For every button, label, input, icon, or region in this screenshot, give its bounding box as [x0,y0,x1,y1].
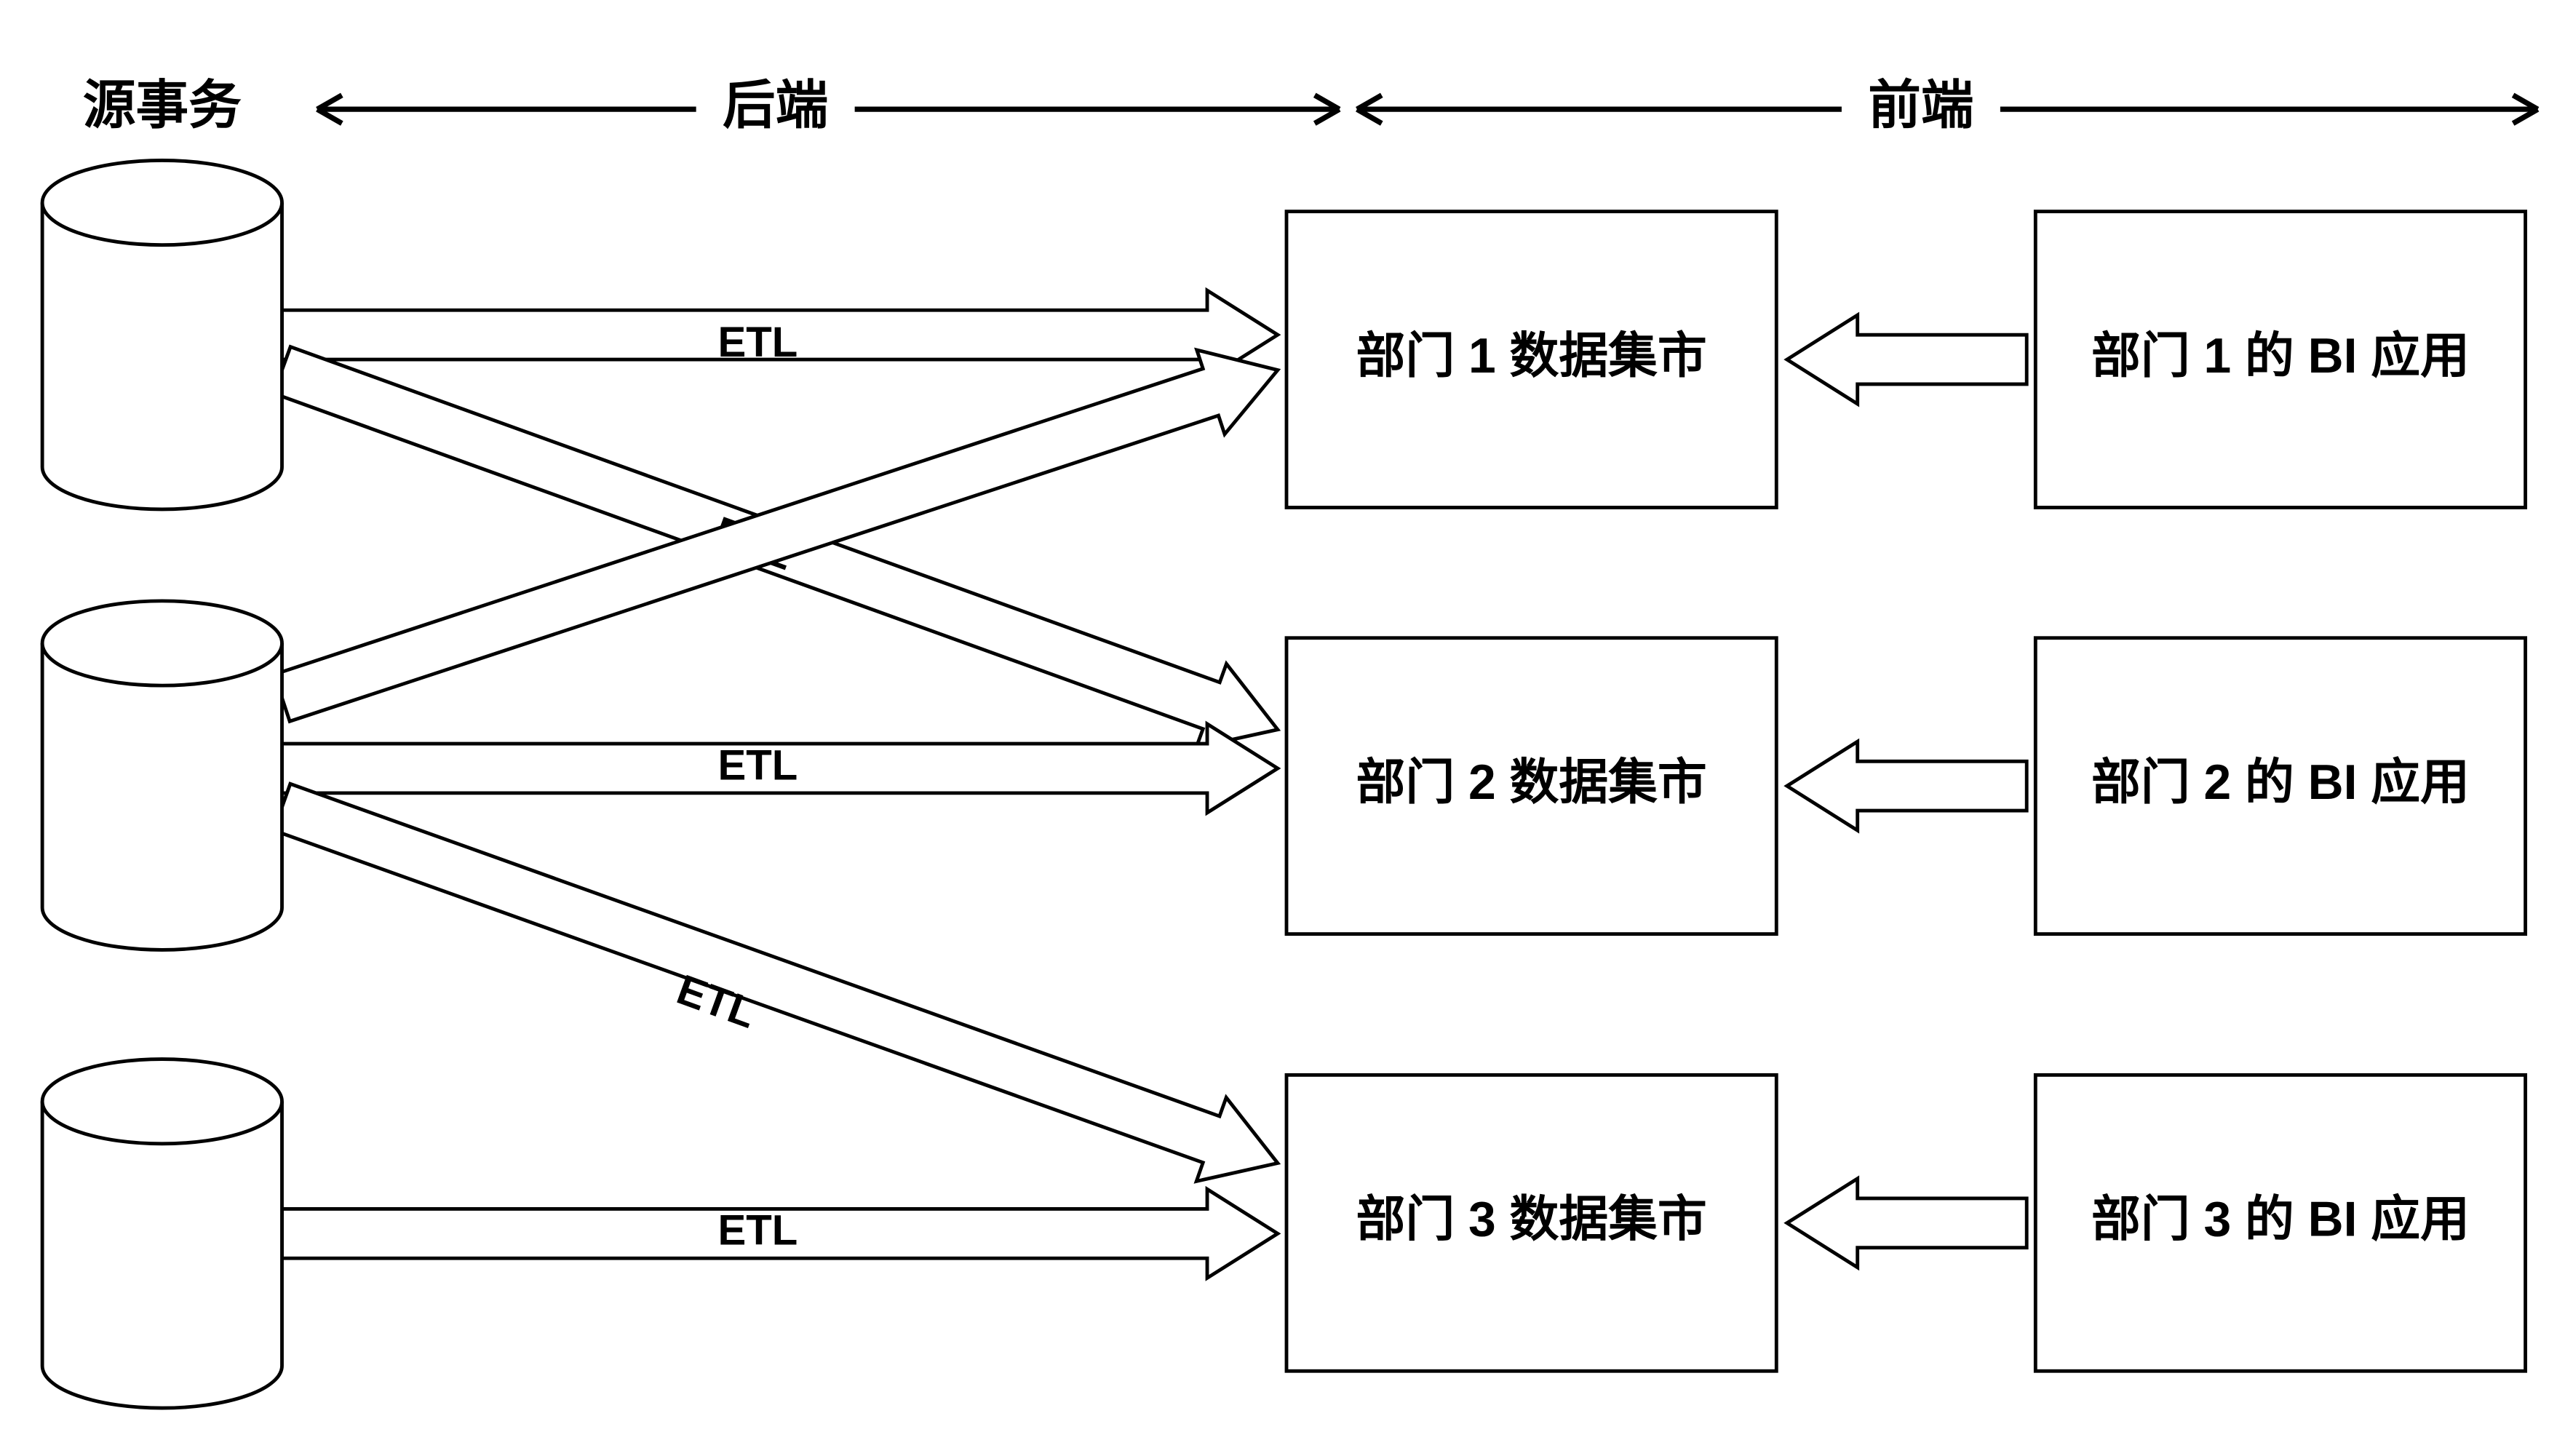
source-db-1 [42,203,282,509]
backend-label: 后端 [723,76,828,135]
bi-app-label-1: 部门 1 的 BI 应用 [2091,329,2470,383]
etl-arrow-label: ETL [718,1207,798,1254]
source-db-3 [42,1102,282,1408]
etl-arrow-label: ETL [718,741,798,789]
frontend-label: 前端 [1868,76,1973,135]
data-mart-label-1: 部门 1 数据集市 [1356,329,1707,383]
etl-arrow-label: ETL [718,319,798,366]
bi-app-label-2: 部门 2 的 BI 应用 [2091,755,2470,810]
source-label: 源事务 [83,76,242,135]
data-mart-label-2: 部门 2 数据集市 [1356,755,1707,810]
bi-app-label-3: 部门 3 的 BI 应用 [2091,1193,2470,1247]
source-db-2 [42,643,282,950]
data-mart-label-3: 部门 3 数据集市 [1356,1193,1707,1247]
architecture-diagram: 源事务后端前端ETLETLETLETLETL部门 1 数据集市部门 2 数据集市… [0,0,2573,1456]
